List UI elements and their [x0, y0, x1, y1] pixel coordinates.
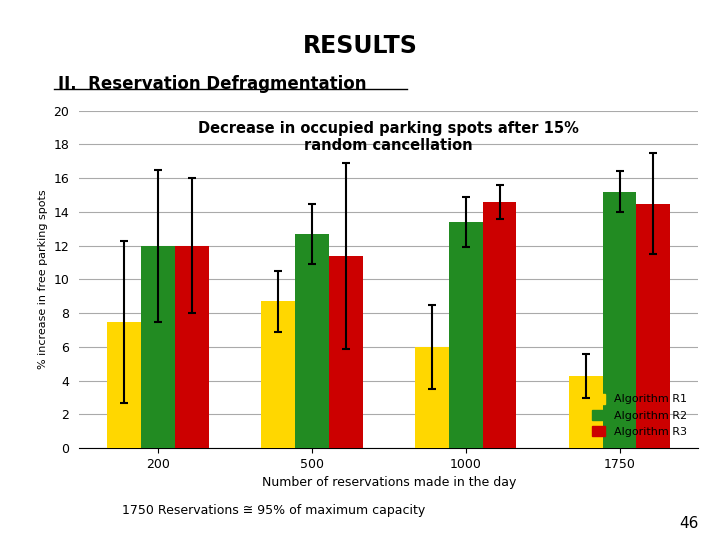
- Bar: [107, 322, 141, 448]
- Bar: [449, 222, 482, 448]
- Text: RUTGERS: RUTGERS: [26, 21, 143, 41]
- Text: 1750 Reservations ≅ 95% of maximum capacity: 1750 Reservations ≅ 95% of maximum capac…: [122, 504, 426, 517]
- Bar: [636, 204, 670, 448]
- Bar: [141, 246, 175, 448]
- Bar: [261, 301, 295, 448]
- Text: 46: 46: [679, 516, 698, 531]
- X-axis label: Number of reservations made in the day: Number of reservations made in the day: [261, 476, 516, 489]
- Bar: [295, 234, 329, 448]
- Bar: [603, 192, 636, 448]
- Text: Decrease in occupied parking spots after 15%
random cancellation: Decrease in occupied parking spots after…: [199, 121, 579, 153]
- Bar: [415, 347, 449, 448]
- Bar: [329, 256, 363, 448]
- Text: RESULTS: RESULTS: [302, 34, 418, 58]
- Bar: [175, 246, 209, 448]
- Text: II.  Reservation Defragmentation: II. Reservation Defragmentation: [58, 75, 366, 93]
- Legend: Algorithm R1, Algorithm R2, Algorithm R3: Algorithm R1, Algorithm R2, Algorithm R3: [586, 388, 693, 443]
- Bar: [482, 202, 516, 448]
- Bar: [569, 376, 603, 448]
- Y-axis label: % increase in free parking spots: % increase in free parking spots: [38, 190, 48, 369]
